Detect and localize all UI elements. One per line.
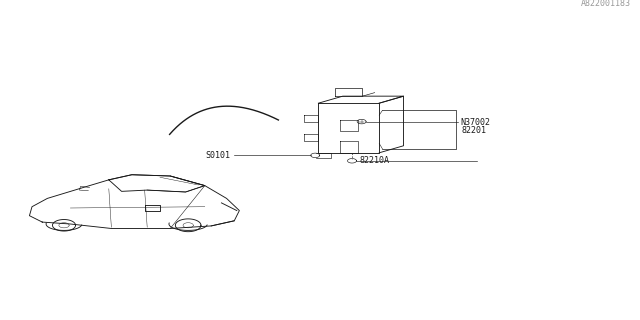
Text: 82201: 82201 <box>461 126 486 135</box>
Text: S0101: S0101 <box>205 151 230 160</box>
Text: A822001183: A822001183 <box>580 0 630 8</box>
Text: 82210A: 82210A <box>360 156 390 165</box>
Text: N37002: N37002 <box>461 118 491 127</box>
